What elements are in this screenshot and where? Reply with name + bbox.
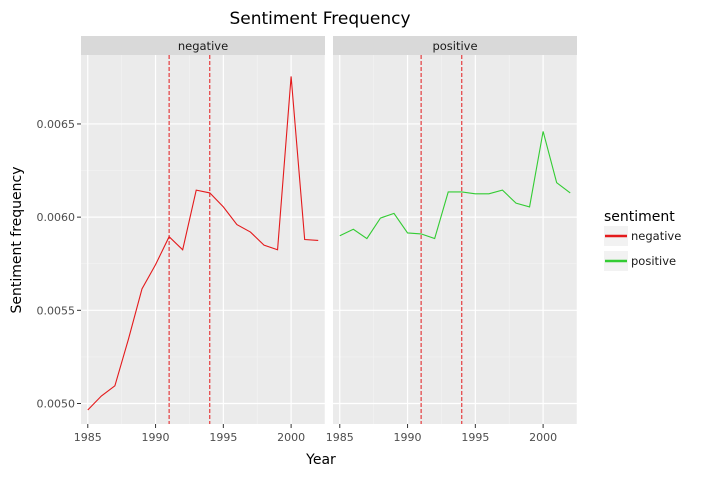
x-tick-label: 1990 [394, 431, 422, 444]
x-axis-title: Year [305, 452, 336, 468]
chart-title: Sentiment Frequency [229, 9, 410, 29]
facet-strip-label-positive: positive [432, 39, 477, 53]
legend-title: sentiment [604, 209, 675, 225]
facet-panels: negative 1985 1990 1995 2000 0.0050 0.0055 0.00… [37, 36, 577, 444]
x-tick-label: 1985 [74, 431, 102, 444]
x-tick-label: 1985 [326, 431, 354, 444]
x-tick-label: 1995 [461, 431, 489, 444]
series-line-negative [87, 76, 319, 411]
x-tick-label: 2000 [277, 431, 305, 444]
x-tick-label: 1990 [142, 431, 170, 444]
facet-strip-positive [333, 36, 577, 55]
legend-label-negative: negative [631, 229, 681, 243]
series-line-positive [339, 131, 571, 240]
y-axis-title: Sentiment frequency [9, 166, 25, 313]
legend: sentiment negative positive [604, 209, 681, 271]
facet-strip-label-negative: negative [178, 39, 228, 53]
facet-strip-negative [81, 36, 325, 55]
y-tick-label: 0.0065 [37, 118, 76, 131]
x-tick-label: 1995 [209, 431, 237, 444]
x-tick-label: 2000 [529, 431, 557, 444]
legend-label-positive: positive [631, 254, 676, 268]
y-tick-label: 0.0050 [37, 398, 76, 411]
panel-positive: positive 1985 1990 1995 2000 [326, 36, 577, 444]
panel-background-positive [333, 55, 577, 424]
y-tick-label: 0.0060 [37, 211, 76, 224]
y-tick-label: 0.0055 [37, 304, 76, 317]
panel-negative: negative 1985 1990 1995 2000 0.0050 0.0055 0.00… [37, 36, 325, 444]
